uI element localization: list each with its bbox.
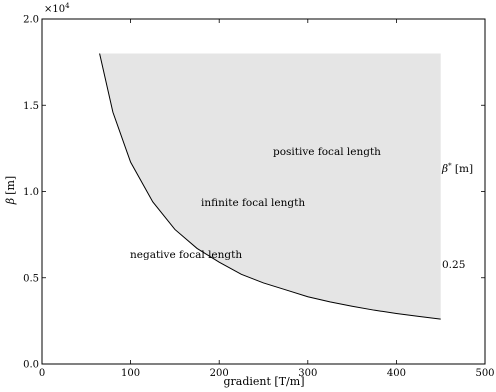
annotation-positive-focal-length: positive focal length [273,146,381,158]
shaded-region [99,53,441,320]
y-tick-label: 0.5 [23,273,39,284]
y-tick-label: 1.5 [23,101,39,112]
x-tick-label: 500 [475,368,494,379]
x-tick-label: 400 [387,368,406,379]
y-tick-label: 1.0 [23,187,39,198]
y-tick-label: 2.0 [23,15,39,26]
annotation-negative-focal-length: negative focal length [130,249,242,261]
x-tick-label: 300 [298,368,317,379]
y-axis-label: β [m] [4,176,17,205]
x-tick-label: 200 [210,368,229,379]
y-axis-symbol: β [4,198,17,205]
y-axis-multiplier: ×104 [44,2,70,15]
series-line [99,53,441,320]
y-axis-unit: [m] [4,176,17,195]
annotation-beta-star: β* [m] [441,162,473,175]
annotation-infinite-focal-length: infinite focal length [201,197,305,209]
x-tick-label: 0 [39,368,45,379]
x-tick-label: 100 [121,368,140,379]
curve-endpoint-label: 0.25 [442,259,465,271]
y-tick-label: 0.0 [23,360,39,371]
x-axis-label: gradient [T/m] [224,375,305,388]
